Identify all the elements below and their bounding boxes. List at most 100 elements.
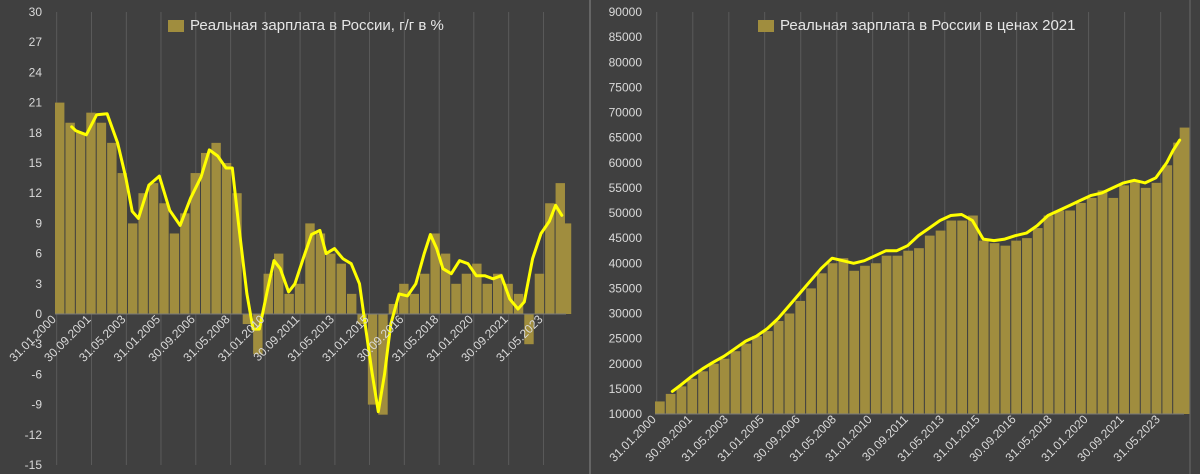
y-tick-label: 55000 bbox=[609, 181, 643, 195]
bar bbox=[1097, 190, 1108, 414]
bar bbox=[315, 233, 326, 314]
bar bbox=[357, 314, 367, 325]
y-tick-label: 50000 bbox=[609, 206, 643, 220]
bar bbox=[96, 122, 107, 314]
bar bbox=[211, 142, 221, 314]
bar bbox=[347, 293, 357, 314]
bar bbox=[180, 213, 190, 314]
bar bbox=[169, 233, 180, 314]
bar bbox=[795, 300, 806, 414]
bar bbox=[148, 183, 159, 314]
y-tick-label: 18 bbox=[29, 126, 43, 140]
bar bbox=[676, 386, 687, 414]
bar bbox=[935, 230, 946, 414]
bar bbox=[294, 283, 305, 314]
y-tick-label: 21 bbox=[29, 96, 43, 110]
y-tick-label: 0 bbox=[35, 307, 42, 321]
chart-title: Реальная зарплата в России, г/г в % bbox=[190, 17, 444, 34]
bar bbox=[482, 283, 492, 314]
bar bbox=[138, 193, 148, 314]
bar bbox=[461, 273, 472, 314]
bar bbox=[1173, 142, 1183, 414]
y-tick-label: 45000 bbox=[609, 231, 643, 245]
trend-line bbox=[70, 112, 564, 414]
bar bbox=[730, 351, 741, 414]
bar bbox=[420, 273, 430, 314]
bar bbox=[55, 102, 65, 314]
chart-right: 10000 15000 20000 25000 30000 35000 40000 45000… bbox=[606, 5, 1190, 465]
bar bbox=[1076, 202, 1086, 414]
bar bbox=[806, 288, 816, 414]
bar bbox=[221, 163, 232, 314]
bar bbox=[545, 203, 555, 314]
bar bbox=[1065, 210, 1075, 414]
bar bbox=[274, 253, 284, 314]
y-tick-label: 25000 bbox=[609, 332, 643, 346]
bar bbox=[957, 220, 968, 414]
bar bbox=[107, 142, 117, 314]
bar bbox=[762, 331, 773, 414]
y-tick-label: 65000 bbox=[609, 131, 643, 145]
bar bbox=[1022, 238, 1032, 414]
bar bbox=[892, 255, 903, 414]
bar bbox=[903, 250, 914, 414]
bar bbox=[1130, 180, 1140, 414]
bar bbox=[655, 401, 665, 414]
bar bbox=[561, 223, 572, 314]
bar bbox=[1043, 215, 1054, 414]
bar bbox=[1054, 210, 1065, 414]
bar bbox=[752, 336, 762, 414]
bar bbox=[75, 132, 86, 314]
bar bbox=[524, 314, 534, 345]
bar bbox=[741, 343, 752, 414]
bar bbox=[1119, 185, 1129, 414]
y-tick-label: 70000 bbox=[609, 106, 643, 120]
bar bbox=[1032, 228, 1043, 414]
bar bbox=[924, 235, 935, 414]
y-tick-label: 80000 bbox=[609, 55, 643, 69]
bar bbox=[1000, 245, 1011, 414]
trend-line bbox=[670, 138, 1182, 393]
bar bbox=[159, 203, 169, 314]
y-tick-label: 90000 bbox=[609, 5, 643, 19]
bar bbox=[698, 371, 708, 414]
bar bbox=[305, 223, 315, 314]
bar bbox=[232, 193, 242, 314]
y-tick-label: 20000 bbox=[609, 357, 643, 371]
bar bbox=[978, 240, 989, 414]
bar bbox=[838, 258, 849, 414]
bar bbox=[989, 243, 1000, 414]
chart-left: -15-12-9-6-303691215182124273031.01.2000… bbox=[6, 5, 572, 472]
y-tick-label: -6 bbox=[31, 367, 42, 381]
y-tick-label: 30000 bbox=[609, 307, 643, 321]
y-tick-label: 12 bbox=[29, 186, 43, 200]
bar bbox=[708, 363, 719, 414]
bar bbox=[493, 273, 503, 314]
y-tick-label: -15 bbox=[25, 458, 43, 472]
bar bbox=[201, 152, 211, 314]
bar bbox=[451, 283, 461, 314]
y-tick-label: 35000 bbox=[609, 281, 643, 295]
y-tick-label: 9 bbox=[35, 216, 42, 230]
y-tick-label: 85000 bbox=[609, 30, 643, 44]
y-tick-label: -3 bbox=[31, 337, 42, 351]
y-tick-label: 6 bbox=[35, 247, 42, 261]
bar bbox=[914, 248, 924, 414]
bar bbox=[513, 293, 524, 314]
chart-title: Реальная зарплата в России в ценах 2021 bbox=[780, 17, 1076, 34]
bar bbox=[1179, 127, 1190, 414]
bar bbox=[870, 263, 881, 414]
bar bbox=[555, 183, 565, 314]
bar bbox=[687, 378, 698, 414]
bar bbox=[326, 253, 336, 314]
bar bbox=[472, 263, 482, 314]
bar bbox=[117, 173, 127, 314]
bar bbox=[65, 122, 75, 314]
legend-swatch bbox=[168, 20, 184, 32]
bar bbox=[242, 314, 253, 325]
y-tick-label: 3 bbox=[35, 277, 42, 291]
legend-swatch bbox=[758, 20, 774, 32]
bar bbox=[816, 273, 827, 414]
